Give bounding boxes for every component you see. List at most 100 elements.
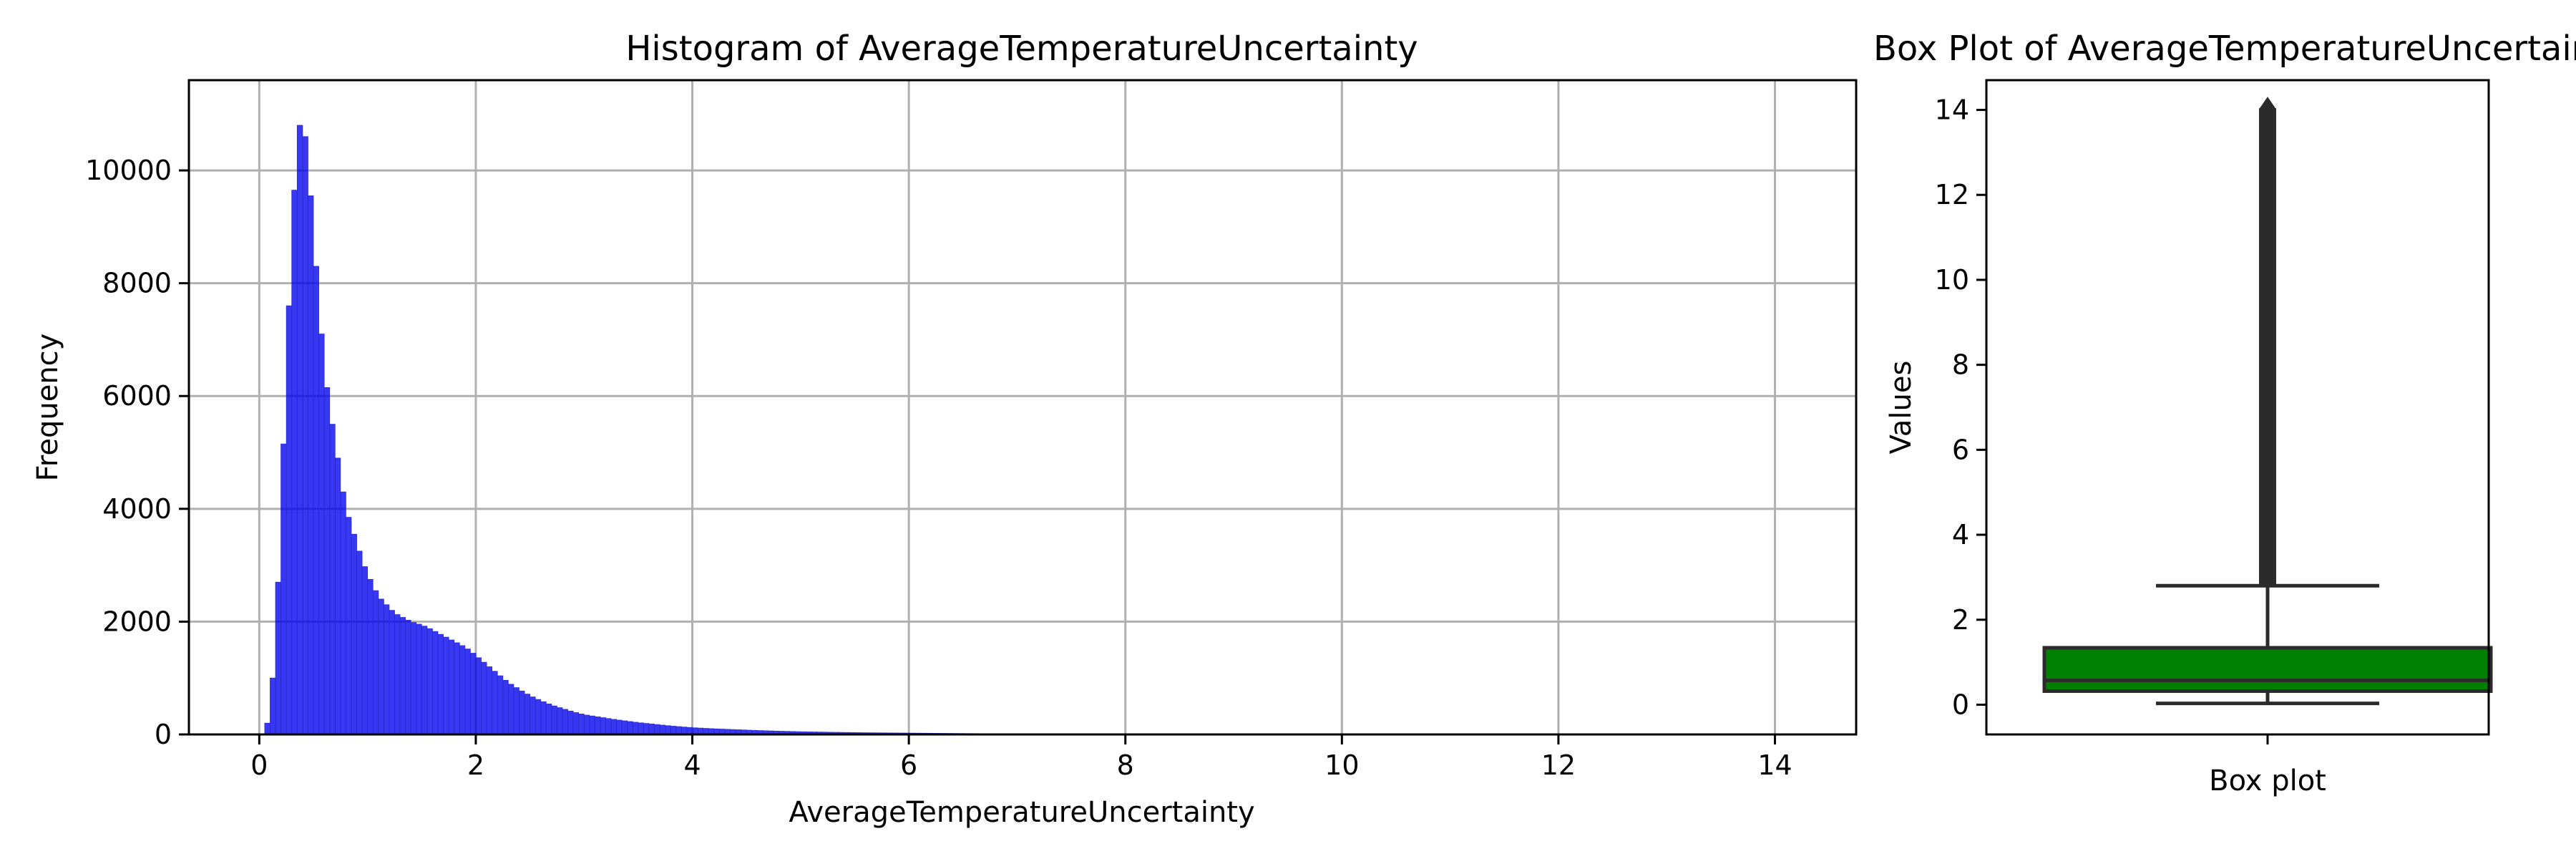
histogram-bar <box>675 726 682 735</box>
boxplot-outliers <box>2259 97 2276 586</box>
histogram-bar <box>578 714 585 735</box>
histogram-y-ticks: 0 2000 4000 6000 8000 10000 <box>85 155 189 750</box>
histogram-bar <box>551 705 557 735</box>
histogram-bar <box>302 136 308 735</box>
histogram-bar <box>329 424 336 735</box>
histogram-bar <box>605 718 612 735</box>
boxplot-box <box>2042 646 2493 693</box>
histogram-bar <box>643 723 650 735</box>
histogram-bar <box>648 724 655 735</box>
histogram-bar <box>654 724 660 735</box>
histogram-bar <box>497 675 504 735</box>
histogram-bar <box>264 722 270 735</box>
histogram-bar <box>351 533 357 735</box>
histogram-bar <box>426 628 433 735</box>
histogram-bar <box>405 620 411 735</box>
histogram-bar <box>361 566 369 735</box>
boxplot-y-tick-label: 12 <box>1935 179 1969 210</box>
histogram-bar <box>399 617 406 735</box>
boxplot-x-label: Box plot <box>2209 765 2326 797</box>
boxplot-y-ticks: 0 2 4 6 8 10 12 14 <box>1935 94 1986 720</box>
histogram-bar <box>323 387 331 735</box>
histogram-bar <box>356 550 363 735</box>
histogram-bar <box>437 634 444 735</box>
histogram-bar <box>410 622 417 735</box>
histogram-panel: Histogram of AverageTemperatureUncertain… <box>31 29 1858 829</box>
boxplot-y-tick-label: 6 <box>1952 434 1969 465</box>
histogram-bar <box>572 712 580 735</box>
histogram-bar <box>540 701 547 735</box>
boxplot-y-tick-label: 2 <box>1952 604 1969 636</box>
histogram-bar <box>638 722 644 735</box>
histogram-bar <box>383 604 390 735</box>
histogram-bar <box>589 715 595 735</box>
histogram-bar <box>670 726 677 735</box>
histogram-bar <box>291 190 298 735</box>
histogram-bar <box>459 645 466 735</box>
histogram-bar <box>557 707 563 735</box>
histogram-bar <box>600 717 606 735</box>
histogram-bars <box>264 125 1722 735</box>
histogram-x-tick-label: 4 <box>683 749 701 781</box>
histogram-bar <box>432 631 439 735</box>
histogram-y-tick-label: 8000 <box>102 268 172 299</box>
boxplot-panel: Box Plot of AverageTemperatureUncertaint… <box>1873 29 2576 797</box>
boxplot-y-tick-label: 0 <box>1952 689 1969 720</box>
histogram-bar <box>464 649 471 735</box>
histogram-x-tick-label: 10 <box>1324 749 1359 781</box>
histogram-bar <box>583 714 590 735</box>
boxplot-outlier-band <box>2259 108 2276 586</box>
histogram-bar <box>681 727 688 735</box>
histogram-bar <box>567 710 574 735</box>
histogram-bar <box>469 653 477 735</box>
histogram-bar <box>535 699 542 735</box>
histogram-x-tick-label: 0 <box>250 749 268 781</box>
histogram-bar <box>627 721 633 735</box>
histogram-bar <box>389 610 395 735</box>
histogram-y-tick-label: 10000 <box>85 155 172 186</box>
histogram-y-tick-label: 4000 <box>102 493 172 525</box>
histogram-bar <box>286 305 293 735</box>
histogram-bar <box>318 334 325 735</box>
boxplot-y-tick-label: 10 <box>1935 264 1969 296</box>
histogram-x-tick-label: 12 <box>1541 749 1576 781</box>
histogram-bar <box>345 517 352 735</box>
histogram-bar <box>502 679 509 735</box>
histogram-bar <box>394 614 401 735</box>
histogram-bar <box>632 722 639 735</box>
histogram-bar <box>594 716 601 735</box>
histogram-grid <box>189 80 1856 736</box>
histogram-bar <box>513 687 519 735</box>
histogram-bar <box>507 684 514 735</box>
histogram-y-tick-label: 6000 <box>102 380 172 412</box>
histogram-x-label: AverageTemperatureUncertainty <box>789 796 1254 829</box>
boxplot-y-tick-label: 8 <box>1952 349 1969 381</box>
histogram-bar <box>308 195 314 735</box>
histogram-bar <box>378 598 384 735</box>
boxplot-outlier-max-marker <box>2260 97 2275 120</box>
histogram-bar <box>443 636 449 735</box>
histogram-bar <box>372 590 379 735</box>
histogram-title: Histogram of AverageTemperatureUncertain… <box>625 29 1418 69</box>
histogram-bar <box>416 623 422 735</box>
boxplot-y-tick-label: 4 <box>1952 519 1969 550</box>
boxplot-frame <box>1985 79 2490 736</box>
histogram-bar <box>492 671 498 735</box>
histogram-bar <box>610 719 618 735</box>
histogram-bar <box>448 639 455 735</box>
histogram-bar <box>524 694 530 735</box>
boxplot-y-label: Values <box>1885 361 1918 455</box>
histogram-bar <box>481 661 487 735</box>
histogram-bar <box>475 657 482 735</box>
histogram-bar <box>296 125 303 735</box>
histogram-y-tick-label: 0 <box>155 719 172 750</box>
histogram-bar <box>280 443 287 735</box>
histogram-bar <box>665 725 671 735</box>
histogram-x-tick-label: 2 <box>467 749 484 781</box>
histogram-x-tick-label: 14 <box>1757 749 1792 781</box>
histogram-bar <box>486 666 493 735</box>
histogram-bar <box>616 719 623 735</box>
histogram-y-label: Frequency <box>31 334 64 482</box>
histogram-bar <box>340 491 346 735</box>
histogram-bar <box>621 720 628 735</box>
